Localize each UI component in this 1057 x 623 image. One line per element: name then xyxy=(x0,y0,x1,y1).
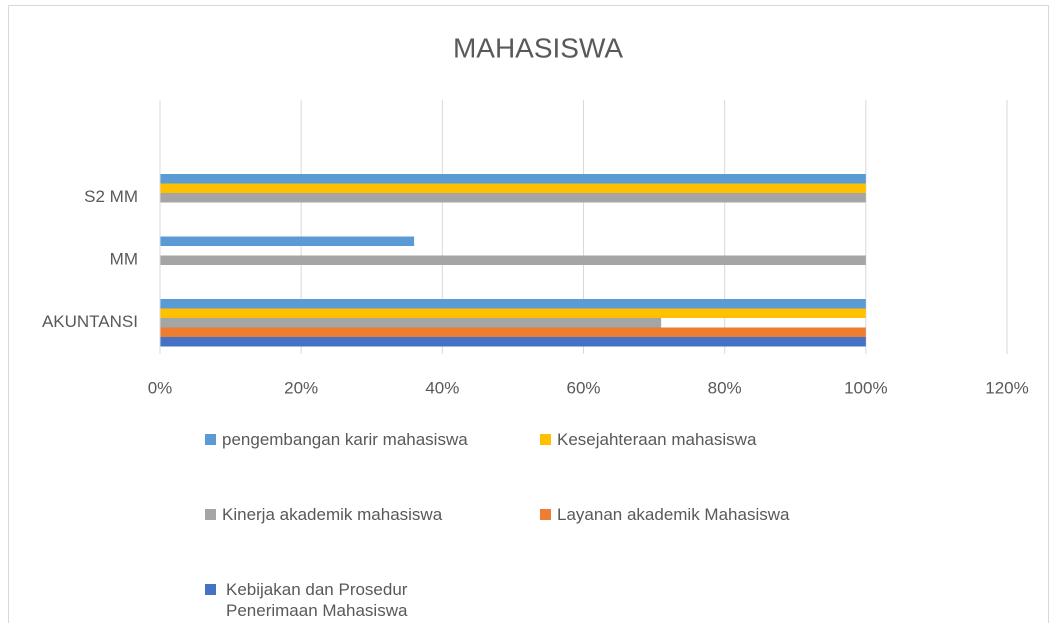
bar xyxy=(160,236,415,246)
x-tick-label: 20% xyxy=(284,378,318,397)
legend-swatch xyxy=(205,434,216,445)
x-tick-label: 0% xyxy=(148,378,173,397)
bar xyxy=(160,337,866,347)
legend-label: Kinerja akademik mahasiswa xyxy=(222,505,443,524)
legend-label: Kesejahteraan mahasiswa xyxy=(557,430,757,449)
bar xyxy=(160,299,866,309)
x-tick-label: 100% xyxy=(844,378,887,397)
x-tick-label: 40% xyxy=(425,378,459,397)
y-tick-label: AKUNTANSI xyxy=(42,312,138,331)
legend-swatch xyxy=(205,584,216,595)
bar xyxy=(160,318,662,328)
legend-label: pengembangan karir mahasiswa xyxy=(222,430,468,449)
x-tick-label: 60% xyxy=(566,378,600,397)
bar xyxy=(160,183,866,193)
legend-swatch xyxy=(205,509,216,520)
legend-label: Kebijakan dan Prosedur Penerimaan Mahasi… xyxy=(226,580,408,620)
x-tick-label: 80% xyxy=(708,378,742,397)
y-tick-label: S2 MM xyxy=(84,187,138,206)
x-tick-label: 120% xyxy=(985,378,1028,397)
bar xyxy=(160,308,866,318)
legend-swatch xyxy=(540,509,551,520)
bar xyxy=(160,255,866,265)
chart-title: MAHASISWA xyxy=(453,32,623,63)
y-tick-label: MM xyxy=(110,250,138,269)
bar xyxy=(160,193,866,203)
bar xyxy=(160,174,866,184)
legend-label: Layanan akademik Mahasiswa xyxy=(557,505,790,524)
bar xyxy=(160,327,866,337)
legend-swatch xyxy=(540,434,551,445)
